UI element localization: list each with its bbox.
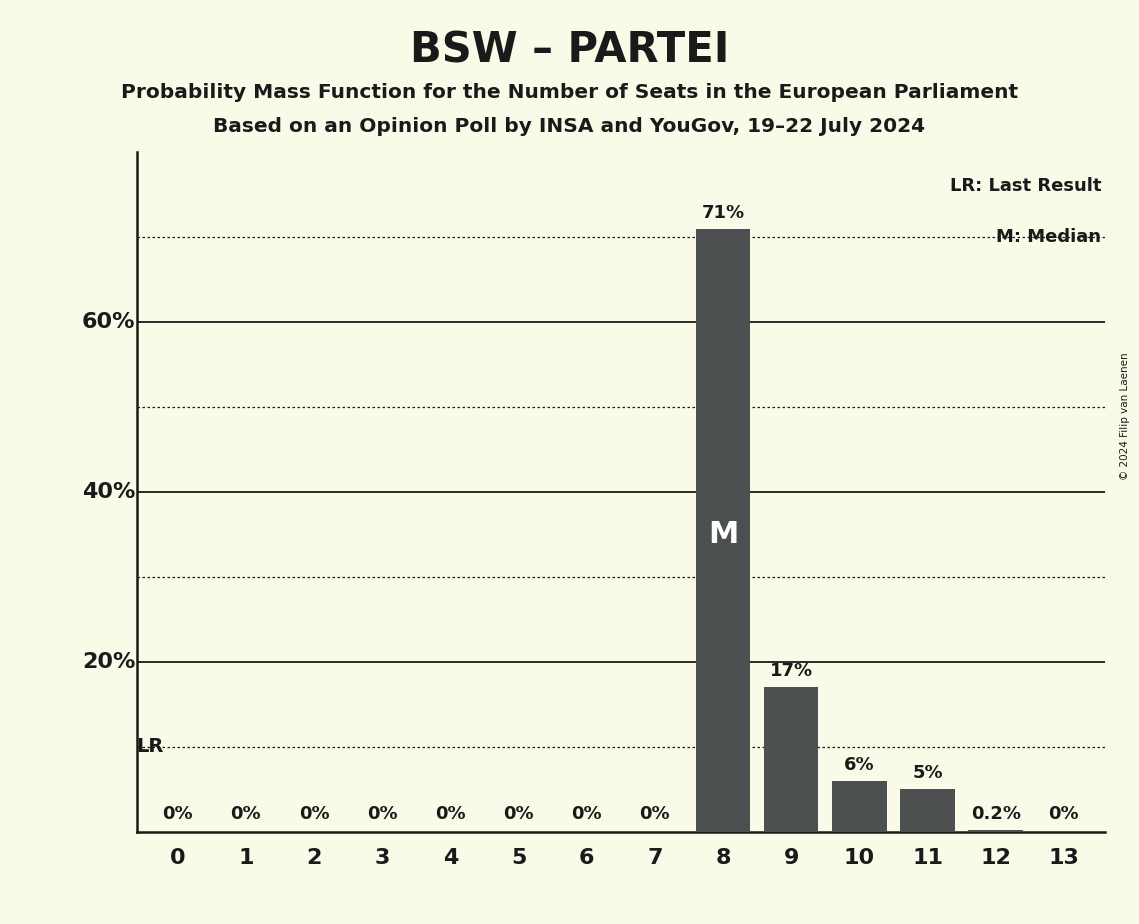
Text: © 2024 Filip van Laenen: © 2024 Filip van Laenen (1121, 352, 1130, 480)
Text: 0%: 0% (298, 805, 329, 823)
Text: 40%: 40% (82, 482, 136, 502)
Text: LR: LR (137, 737, 164, 756)
Text: 17%: 17% (770, 663, 813, 680)
Text: 0%: 0% (503, 805, 534, 823)
Text: 60%: 60% (82, 312, 136, 333)
Text: Probability Mass Function for the Number of Seats in the European Parliament: Probability Mass Function for the Number… (121, 83, 1018, 103)
Bar (968, 830, 1023, 832)
Text: 0%: 0% (639, 805, 670, 823)
Text: BSW – PARTEI: BSW – PARTEI (410, 30, 729, 71)
Bar (764, 687, 819, 832)
Text: LR: Last Result: LR: Last Result (950, 177, 1101, 195)
Text: 0%: 0% (1049, 805, 1080, 823)
Text: 6%: 6% (844, 756, 875, 774)
Bar (833, 781, 886, 832)
Bar (900, 789, 954, 832)
Text: Based on an Opinion Poll by INSA and YouGov, 19–22 July 2024: Based on an Opinion Poll by INSA and You… (213, 117, 926, 137)
Text: 0.2%: 0.2% (970, 805, 1021, 823)
Text: M: Median: M: Median (997, 228, 1101, 247)
Text: 0%: 0% (367, 805, 398, 823)
Text: 0%: 0% (435, 805, 466, 823)
Text: 0%: 0% (572, 805, 603, 823)
Text: 20%: 20% (82, 651, 136, 672)
Bar (696, 229, 751, 832)
Text: 0%: 0% (162, 805, 192, 823)
Text: 5%: 5% (912, 764, 943, 783)
Text: 71%: 71% (702, 204, 745, 222)
Text: 0%: 0% (230, 805, 261, 823)
Text: M: M (707, 520, 738, 549)
